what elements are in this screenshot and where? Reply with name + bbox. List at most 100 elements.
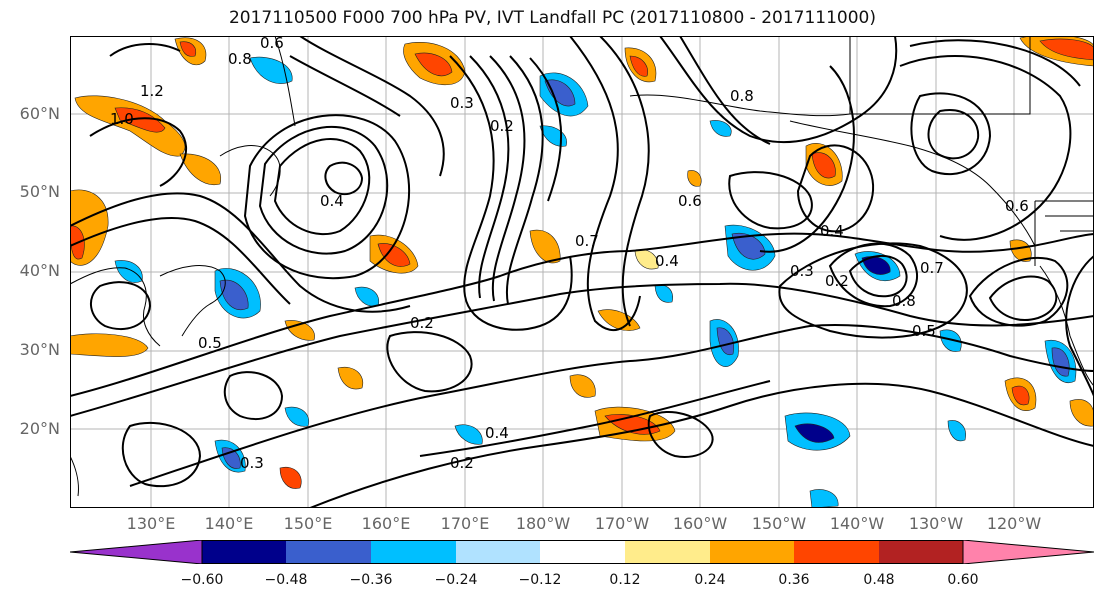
contour-label: 0.4 [320,192,344,210]
positive-anomaly [377,243,411,267]
contour-label: 0.2 [825,272,849,290]
colorbar-bin [794,540,879,564]
colorbar [70,540,1094,564]
colorbar-tick: 0.24 [694,572,726,588]
lon-label-130w: 130°W [908,514,964,533]
lat-label-40n: 40°N [19,261,60,280]
map-frame [70,36,1094,508]
contour-label: 0.5 [912,322,936,340]
contour-label: 0.3 [450,94,474,112]
contour-label: 0.8 [228,50,252,68]
negative-anomaly [731,232,766,260]
map-panel: 0.6 0.8 1.0 1.2 0.3 0.2 0.4 0.5 0.7 0.8 … [70,36,1094,508]
colorbar-tick: −0.60 [180,572,224,588]
colorbar-bin [710,540,794,564]
colorbar-bin [202,540,286,564]
lon-label-160e: 160°E [361,514,411,533]
negative-anomaly [939,329,962,352]
negative-anomaly [219,279,249,310]
contour-labels: 0.6 0.8 1.0 1.2 0.3 0.2 0.4 0.5 0.7 0.8 … [110,36,1029,472]
pv-contours [70,36,1094,508]
negative-anomaly [544,79,576,107]
lat-label-50n: 50°N [19,182,60,201]
negative-anomaly [716,327,734,356]
negative-anomaly [249,56,293,84]
lon-label-120w: 120°W [986,514,1042,533]
contour-label: 0.3 [240,454,264,472]
colorbar-bin [625,540,710,564]
colorbar-bin [371,540,456,564]
positive-anomaly [70,333,149,357]
lon-label-170e: 170°E [440,514,490,533]
negative-anomaly [947,420,966,442]
contour-label: 0.7 [575,232,599,250]
positive-anomaly [629,55,648,77]
positive-anomaly [569,374,596,398]
negative-anomaly [454,424,483,445]
colorbar-tick: −0.48 [264,572,308,588]
positive-anomaly [529,229,561,264]
contour-label: 0.8 [892,292,916,310]
contour-label: 0.4 [820,222,844,240]
lon-label-140w: 140°W [829,514,885,533]
contour-label: 0.2 [490,117,514,135]
positive-anomaly [1011,385,1030,406]
lon-label-130e: 130°E [126,514,176,533]
contour-label: 0.7 [920,259,944,277]
graticule [70,36,1094,508]
coastlines [70,36,1094,497]
positive-anomaly [279,466,302,489]
positive-anomaly [687,170,702,187]
contour-label: 0.2 [450,454,474,472]
positive-anomaly [74,95,186,157]
colorbar-tick: −0.36 [349,572,393,588]
contour-label: 0.8 [730,87,754,105]
positive-anomaly [179,153,222,186]
contour-label: 1.2 [140,82,164,100]
lon-label-140e: 140°E [204,514,254,533]
lat-label-30n: 30°N [19,340,60,359]
contour-label: 0.6 [678,192,702,210]
lon-label-160w: 160°W [672,514,728,533]
negative-anomaly [1051,347,1070,377]
lon-label-170w: 170°W [594,514,650,533]
positive-anomaly [179,41,197,57]
positive-anomaly [337,366,364,390]
lon-label-150w: 150°W [751,514,807,533]
contour-label: 0.6 [1005,197,1029,215]
contour-label: 0.4 [485,424,509,442]
positive-anomaly [1069,399,1094,427]
positive-anomaly [284,320,315,341]
lat-label-60n: 60°N [19,104,60,123]
positive-anomaly [114,107,166,133]
negative-anomaly [809,489,839,508]
positive-anomaly [1009,239,1032,262]
positive-anomaly [634,249,659,270]
lon-label-180w: 180°W [515,514,571,533]
colorbar-bin [540,540,625,564]
map-title: 2017110500 F000 700 hPa PV, IVT Landfall… [228,8,876,28]
positive-anomaly [1039,38,1094,61]
colorbar-tick: 0.12 [609,572,641,588]
colorbar-tick: 0.36 [778,572,810,588]
contour-label: 0.2 [410,314,434,332]
colorbar-bin [879,540,963,564]
contour-label: 0.3 [790,262,814,280]
contour-label: 0.4 [655,252,679,270]
colorbar-bin [456,540,540,564]
contour-label: 1.0 [110,110,134,128]
colorbar-tick: 0.48 [863,572,895,588]
contour-label: 0.6 [260,36,284,52]
lon-label-150e: 150°E [283,514,333,533]
positive-anomaly [811,152,836,179]
colorbar-extend-max [962,540,1094,564]
negative-anomaly [794,423,835,443]
positive-anomaly [414,52,453,76]
colorbar-extend-min [70,540,203,564]
colorbar-bin [286,540,371,564]
contour-label: 0.5 [198,334,222,352]
negative-anomaly [709,120,732,137]
colorbar-tick: −0.12 [518,572,562,588]
lat-label-20n: 20°N [19,419,60,438]
colorbar-tick: 0.60 [947,572,979,588]
